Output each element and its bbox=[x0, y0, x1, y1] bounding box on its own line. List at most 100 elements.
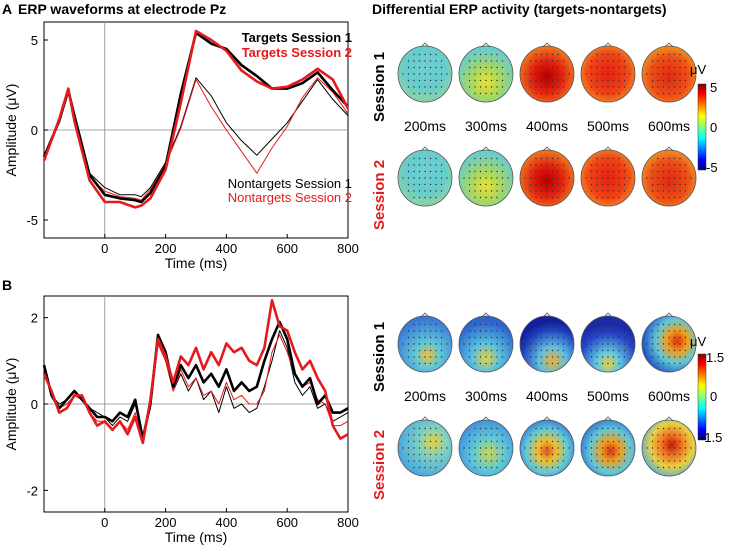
electrode-dot bbox=[673, 440, 676, 443]
colorbar-tick: -1.5 bbox=[700, 430, 722, 445]
electrode-dot bbox=[413, 343, 415, 345]
electrode-dot bbox=[684, 349, 687, 352]
electrode-dot bbox=[601, 170, 604, 173]
y-tick-label: -5 bbox=[26, 213, 38, 228]
electrode-dot bbox=[535, 336, 537, 339]
electrode-dot bbox=[474, 434, 476, 436]
electrode-dot bbox=[668, 170, 670, 173]
electrode-dot bbox=[623, 66, 626, 69]
electrode-dot bbox=[684, 86, 687, 88]
electrode-dot bbox=[407, 86, 410, 88]
colorbar-bottom: μV 1.5 0 -1.5 bbox=[690, 334, 724, 445]
electrode-dot bbox=[590, 330, 593, 332]
session2-label-top: Session 2 bbox=[371, 160, 388, 230]
electrode-dot bbox=[673, 183, 676, 186]
electrode-dot bbox=[535, 196, 537, 199]
electrode-dot bbox=[590, 164, 593, 166]
electrode-dot bbox=[479, 466, 482, 469]
electrode-dot bbox=[662, 190, 665, 192]
electrode-dot bbox=[501, 79, 504, 82]
electrode-dot bbox=[590, 60, 593, 62]
nose-marker bbox=[420, 146, 430, 152]
electrode-dot bbox=[479, 349, 482, 352]
electrode-dot bbox=[540, 190, 543, 192]
electrode-dot bbox=[562, 79, 565, 82]
electrode-dot bbox=[418, 349, 421, 352]
electrode-dot bbox=[474, 336, 476, 339]
electrode-dot bbox=[551, 349, 554, 352]
electrode-dot bbox=[557, 60, 559, 62]
electrode-dot bbox=[529, 177, 532, 179]
x-tick-label: 800 bbox=[337, 515, 359, 530]
electrode-dot bbox=[435, 79, 437, 82]
electrode-dot bbox=[623, 177, 626, 179]
electrode-dot bbox=[501, 73, 504, 75]
electrode-dot bbox=[490, 466, 493, 469]
electrode-dot bbox=[546, 453, 548, 456]
electrode-dot bbox=[524, 343, 526, 345]
electrode-dot bbox=[490, 434, 493, 436]
electrode-dot bbox=[496, 177, 498, 179]
electrode-dot bbox=[501, 60, 504, 62]
electrode-dot bbox=[479, 440, 482, 443]
legend-targets-session2: Targets Session 2 bbox=[242, 45, 352, 60]
electrode-dot bbox=[546, 79, 548, 82]
colorbar-tick: 0 bbox=[710, 389, 717, 404]
electrode-dot bbox=[662, 453, 665, 456]
electrode-dot bbox=[607, 66, 609, 69]
electrode-dot bbox=[601, 460, 604, 462]
electrode-dot bbox=[479, 343, 482, 345]
electrode-dot bbox=[407, 330, 410, 332]
electrode-dot bbox=[607, 323, 609, 326]
electrode-dot bbox=[551, 177, 554, 179]
electrode-dot bbox=[551, 190, 554, 192]
electrode-dot bbox=[535, 73, 537, 75]
electrode-dot bbox=[662, 447, 665, 449]
electrode-dot bbox=[557, 466, 559, 469]
electrode-dot bbox=[429, 170, 432, 173]
legend-targets-session1: Targets Session 1 bbox=[242, 30, 352, 45]
electrode-dot bbox=[596, 447, 598, 449]
electrode-dot bbox=[490, 323, 493, 326]
electrode-dot bbox=[435, 356, 437, 358]
electrode-dot bbox=[673, 362, 676, 365]
electrode-dot bbox=[546, 336, 548, 339]
electrode-dot bbox=[601, 343, 604, 345]
electrode-dot bbox=[435, 66, 437, 69]
electrode-dot bbox=[435, 190, 437, 192]
electrode-dot bbox=[679, 466, 681, 469]
electrode-dot bbox=[429, 157, 432, 160]
time-label: 300ms bbox=[465, 388, 507, 404]
electrode-dot bbox=[673, 349, 676, 352]
legend-nontargets-session2: Nontargets Session 2 bbox=[228, 190, 352, 205]
electrode-dot bbox=[435, 170, 437, 173]
y-tick-label: 0 bbox=[31, 123, 38, 138]
electrode-dot bbox=[673, 53, 676, 56]
electrode-dot bbox=[657, 79, 659, 82]
electrode-dot bbox=[468, 460, 471, 462]
electrode-dot bbox=[424, 92, 426, 95]
electrode-dot bbox=[540, 170, 543, 173]
electrode-dot bbox=[612, 349, 615, 352]
electrode-dot bbox=[601, 73, 604, 75]
electrode-dot bbox=[668, 183, 670, 186]
electrode-dot bbox=[607, 343, 609, 345]
nose-marker bbox=[664, 416, 674, 422]
electrode-dot bbox=[601, 157, 604, 160]
electrode-dot bbox=[623, 453, 626, 456]
electrode-dot bbox=[546, 170, 548, 173]
electrode-dot bbox=[601, 66, 604, 69]
electrode-dot bbox=[657, 362, 659, 365]
electrode-dot bbox=[557, 460, 559, 462]
electrode-dot bbox=[601, 60, 604, 62]
electrode-dot bbox=[490, 453, 493, 456]
electrode-dot bbox=[474, 177, 476, 179]
electrode-dot bbox=[629, 177, 631, 179]
electrode-dot bbox=[424, 343, 426, 345]
electrode-dot bbox=[557, 362, 559, 365]
electrode-dot bbox=[535, 427, 537, 430]
electrode-dot bbox=[479, 427, 482, 430]
electrode-dot bbox=[540, 60, 543, 62]
electrode-dot bbox=[562, 73, 565, 75]
